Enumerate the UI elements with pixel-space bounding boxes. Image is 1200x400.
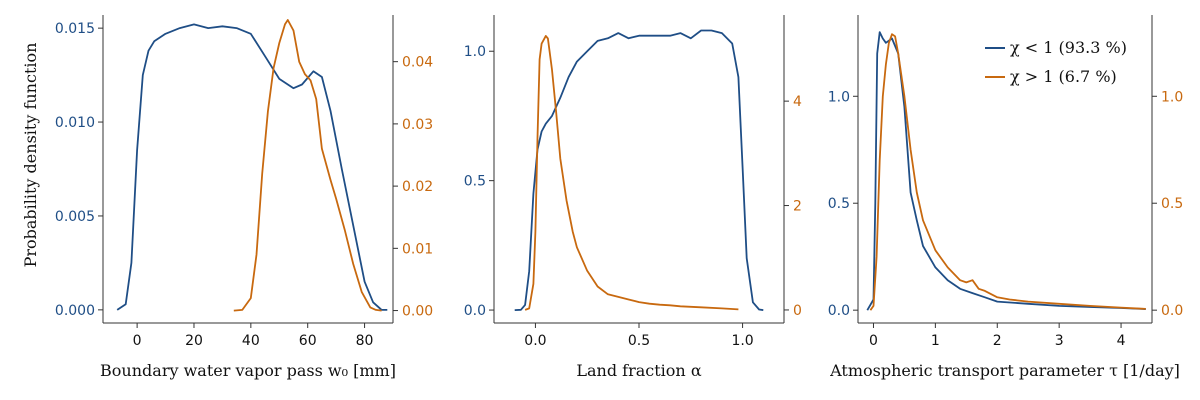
x-tick-label: 4: [1117, 333, 1126, 349]
y-tick-label-right: 0.0: [1161, 303, 1183, 319]
y-tick-label-left: 0.5: [828, 196, 850, 212]
y-tick-label-left: 1.0: [464, 44, 486, 60]
chart-panel-2: 0.0 0.5 1.0 0.0 0.5 1.0 0 2 4 Land fraction α: [464, 15, 802, 380]
x-axis-label: Land fraction α: [576, 361, 701, 380]
y-tick-label-right: 0.02: [402, 179, 433, 195]
y-tick-label-right: 2: [793, 199, 802, 215]
series-line-high-chi: [869, 33, 1146, 311]
y-tick-label-right: 0.00: [402, 304, 433, 320]
y-tick-label-right: 0.03: [402, 117, 433, 133]
x-tick-label: 1: [931, 333, 940, 349]
series-line-low-chi: [116, 23, 388, 311]
y-tick-label-right: 0.5: [1161, 196, 1183, 212]
x-tick-label: 20: [185, 333, 203, 349]
series-line-high-chi: [524, 35, 739, 311]
y-tick-label-left: 1.0: [828, 89, 850, 105]
y-tick-label-left: 0.0: [828, 303, 850, 319]
y-tick-label-left: 0.015: [55, 21, 95, 37]
x-axis-label: Atmospheric transport parameter τ [1/day…: [829, 361, 1180, 380]
y-tick-label-right: 4: [793, 94, 802, 110]
legend-label-high-chi: χ > 1 (6.7 %): [1010, 67, 1117, 86]
y-axis-label: Probability density function: [21, 43, 40, 268]
y-tick-label-right: 0.04: [402, 55, 433, 71]
y-tick-label-left: 0.000: [55, 303, 95, 319]
x-tick-label: 60: [299, 333, 317, 349]
y-tick-label-left: 0.5: [464, 174, 486, 190]
x-tick-label: 80: [356, 333, 374, 349]
y-tick-label-right: 0: [793, 303, 802, 319]
x-tick-label: 2: [993, 333, 1002, 349]
y-tick-label-right: 0.01: [402, 241, 433, 257]
chart-panel-1: 0 20 40 60 80 0.000 0.005 0.010 0.015 0.00 0.01 0.0…: [55, 15, 433, 380]
series-line-low-chi: [514, 29, 764, 311]
x-tick-label: 1.0: [731, 333, 753, 349]
x-tick-label: 0: [133, 333, 142, 349]
y-tick-label-right: 1.0: [1161, 89, 1183, 105]
x-tick-label: 40: [242, 333, 260, 349]
x-tick-label: 0: [869, 333, 878, 349]
chart-panel-3: 0 1 2 3 4 0.0 0.5 1.0 0.0 0.5 1.0 Atmospheric trans…: [828, 15, 1183, 380]
legend-label-low-chi: χ < 1 (93.3 %): [1010, 38, 1127, 57]
y-tick-label-left: 0.010: [55, 115, 95, 131]
x-tick-label: 0.0: [524, 333, 546, 349]
x-axis-label: Boundary water vapor pass w₀ [mm]: [100, 361, 396, 380]
series-line-low-chi: [866, 31, 1146, 311]
x-tick-label: 0.5: [628, 333, 650, 349]
y-tick-label-left: 0.0: [464, 303, 486, 319]
y-tick-label-left: 0.005: [55, 209, 95, 225]
legend: χ < 1 (93.3 %) χ > 1 (6.7 %): [985, 38, 1127, 86]
x-tick-label: 3: [1055, 333, 1064, 349]
series-line-high-chi: [233, 19, 382, 312]
